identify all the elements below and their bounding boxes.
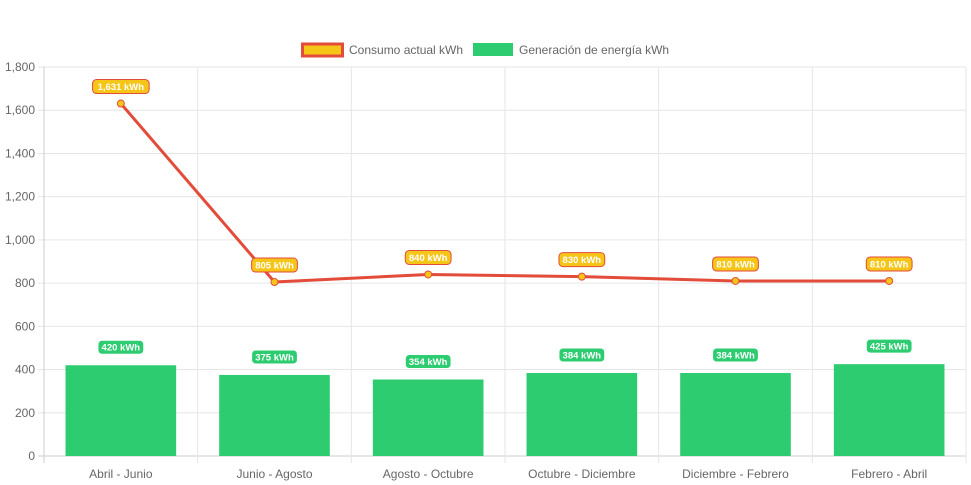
bar[interactable] [65,365,177,456]
data-label-text: 384 kWh [563,351,602,362]
y-tick-label: 200 [15,406,35,420]
line-layer [116,99,894,287]
bar[interactable] [372,379,484,456]
bar[interactable] [219,374,330,456]
data-label-text: 425 kWh [870,342,909,353]
y-tick-label: 1,400 [5,146,35,160]
bar[interactable] [680,373,791,456]
y-tick-label: 800 [15,276,35,290]
data-label-text: 354 kWh [409,357,448,368]
line-point[interactable] [270,278,279,287]
x-tick-label: Diciembre - Febrero [682,467,789,481]
bar-layer [65,364,945,456]
x-tick-label: Junio - Agosto [236,467,312,481]
axis-layer: 0 200 400 600 800 1,000 1,200 1,400 1,600 1,800 Ab… [5,60,927,481]
data-label: 375 kWh [251,349,298,365]
data-label-text: 1,631 kWh [98,82,145,93]
x-tick-label: Octubre - Diciembre [528,467,636,481]
y-tick-label: 1,200 [5,190,35,204]
y-tick-label: 1,800 [5,60,35,74]
data-label: 420 kWh [97,339,145,355]
y-tick-label: 1,000 [5,233,35,247]
bar[interactable] [833,364,945,456]
data-label-text: 830 kWh [563,255,602,266]
data-label: 384 kWh [558,347,606,363]
legend-swatch [473,43,513,56]
data-label: 354 kWh [404,353,452,369]
data-label-text: 384 kWh [716,351,755,362]
data-label-text: 375 kWh [255,352,294,363]
y-tick-label: 600 [15,319,35,333]
bar[interactable] [526,373,638,456]
legend-layer: Consumo actual kWh Generación de energía … [301,42,669,58]
data-label-text: 840 kWh [409,253,448,264]
data-label: 1,631 kWh [92,79,150,95]
data-label: 810 kWh [865,256,913,272]
legend-item-consumo[interactable]: Consumo actual kWh [301,42,464,58]
consumption-line [119,102,890,284]
label-layer: 420 kWh 375 kWh 354 kWh 384 kWh 384 kWh 425 k… [92,79,913,369]
legend-swatch [301,42,344,58]
y-tick-label: 0 [28,449,35,463]
data-label-text: 810 kWh [716,259,755,270]
data-label-text: 420 kWh [102,343,141,354]
data-label: 425 kWh [865,338,913,354]
x-tick-label: Agosto - Octubre [383,467,474,481]
grid-layer [38,66,967,463]
line-point[interactable] [116,99,125,108]
line-point[interactable] [577,272,586,281]
legend-item-generacion[interactable]: Generación de energía kWh [473,43,669,57]
data-label-text: 810 kWh [870,259,909,270]
legend-label: Consumo actual kWh [349,43,463,57]
legend-label: Generación de energía kWh [519,43,669,57]
y-tick-label: 400 [15,363,35,377]
data-label: 384 kWh [712,347,759,363]
data-label-text: 805 kWh [255,261,294,272]
x-tick-label: Abril - Junio [89,467,153,481]
y-tick-label: 1,600 [5,103,35,117]
data-label: 830 kWh [558,252,606,268]
line-point[interactable] [424,270,433,279]
line-point[interactable] [731,276,740,285]
x-tick-label: Febrero - Abril [851,467,927,481]
data-label: 805 kWh [251,257,298,273]
data-label: 840 kWh [404,249,452,265]
data-label: 810 kWh [712,256,759,272]
line-point[interactable] [885,276,894,285]
